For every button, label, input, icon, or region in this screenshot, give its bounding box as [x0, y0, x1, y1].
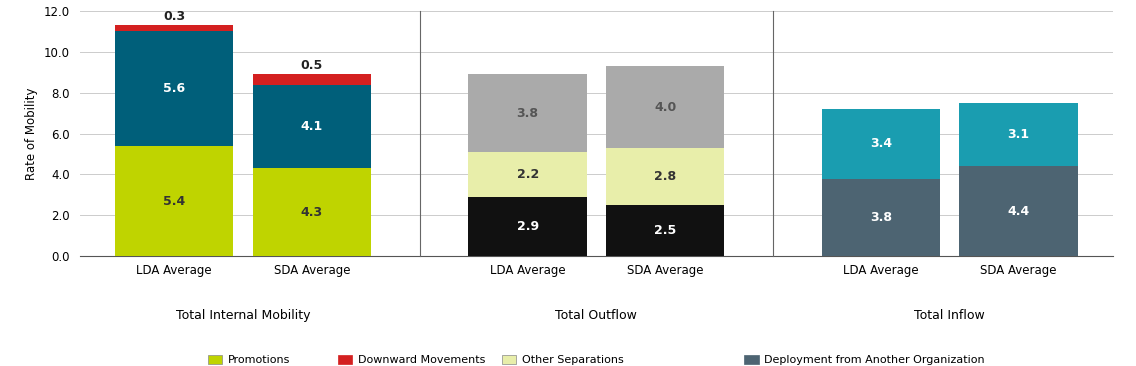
Bar [959, 103, 1078, 166]
Text: 5.6: 5.6 [164, 82, 185, 95]
Text: Total Internal Mobility: Total Internal Mobility [176, 309, 310, 322]
Text: 2.9: 2.9 [517, 220, 538, 233]
Bar [252, 74, 371, 85]
Text: 5.4: 5.4 [164, 194, 185, 208]
Text: 0.5: 0.5 [301, 59, 323, 72]
Bar [252, 168, 371, 256]
Text: 4.0: 4.0 [654, 101, 676, 113]
Text: 2.2: 2.2 [517, 168, 538, 181]
Text: 2.5: 2.5 [654, 224, 676, 237]
Text: 4.3: 4.3 [301, 206, 323, 219]
Bar [115, 25, 234, 31]
Bar [252, 85, 371, 168]
Bar [468, 197, 587, 256]
Bar [605, 148, 725, 205]
Bar [115, 31, 234, 146]
Text: 0.3: 0.3 [164, 10, 185, 23]
Bar [959, 166, 1078, 256]
Text: Total Inflow: Total Inflow [914, 309, 985, 322]
Bar [468, 152, 587, 197]
Bar [821, 109, 941, 179]
Text: 3.8: 3.8 [870, 211, 892, 224]
Bar [821, 179, 941, 256]
Bar [468, 74, 587, 152]
Text: 3.1: 3.1 [1008, 128, 1029, 141]
Text: 3.4: 3.4 [870, 137, 892, 150]
Text: 3.8: 3.8 [517, 107, 538, 120]
Bar [115, 146, 234, 256]
Bar [605, 66, 725, 148]
Text: 2.8: 2.8 [654, 170, 676, 183]
Text: 4.4: 4.4 [1008, 205, 1029, 218]
Legend: Promotions, Lateral Transfers, Downward Movements, Retirements, Other Separation: Promotions, Lateral Transfers, Downward … [208, 355, 985, 366]
Y-axis label: Rate of Mobility: Rate of Mobility [25, 87, 39, 180]
Text: Total Outflow: Total Outflow [556, 309, 637, 322]
Bar [605, 205, 725, 256]
Text: 4.1: 4.1 [301, 120, 323, 133]
